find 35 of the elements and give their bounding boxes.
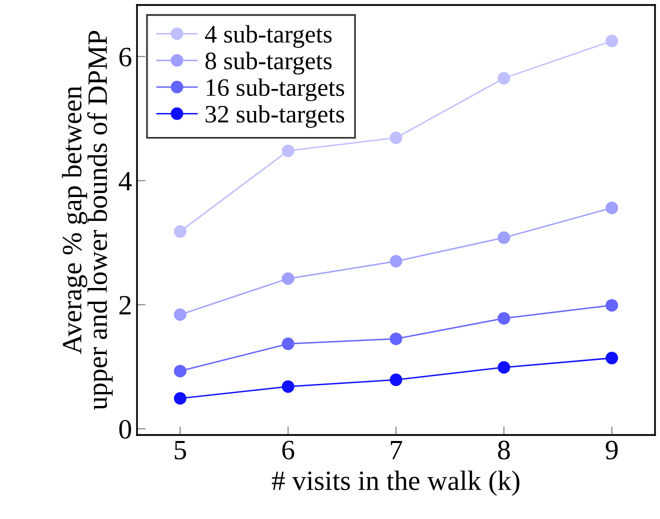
x-tick-label: 6 xyxy=(282,440,294,460)
y-tick-label: 6 xyxy=(119,48,132,66)
point xyxy=(390,374,402,386)
point xyxy=(498,72,510,84)
x-tick-label: 7 xyxy=(390,440,402,460)
x-tick-label: 9 xyxy=(606,440,618,460)
point xyxy=(498,231,510,244)
x-tick-label: 5 xyxy=(174,440,186,460)
point xyxy=(174,225,186,238)
y-axis-title: Average % gap between upper and lower bounds of DPMP xyxy=(62,30,113,410)
point xyxy=(390,332,402,346)
x-axis-title: # visits in the walk (k) xyxy=(272,470,520,496)
point xyxy=(282,338,294,350)
point xyxy=(282,380,294,393)
point xyxy=(606,202,618,214)
point xyxy=(282,272,294,285)
y-tick-label: 4 xyxy=(118,172,132,190)
point xyxy=(606,34,618,48)
point xyxy=(282,144,294,158)
y-tick-label: 0 xyxy=(119,420,132,439)
point xyxy=(498,312,510,325)
point xyxy=(606,299,618,312)
y-tick-label: 2 xyxy=(119,296,131,314)
point xyxy=(390,132,402,144)
x-tick-label: 8 xyxy=(498,440,510,460)
point xyxy=(498,361,510,374)
legend-label: 16 sub-targets xyxy=(206,78,344,102)
point xyxy=(174,364,186,378)
legend-label: 32 sub-targets xyxy=(206,105,344,128)
point xyxy=(174,392,186,405)
point xyxy=(606,352,618,364)
legend-label: 8 sub-targets xyxy=(205,52,332,75)
point xyxy=(390,255,402,268)
point xyxy=(174,308,186,321)
legend-label: 4 sub-targets xyxy=(204,25,332,48)
